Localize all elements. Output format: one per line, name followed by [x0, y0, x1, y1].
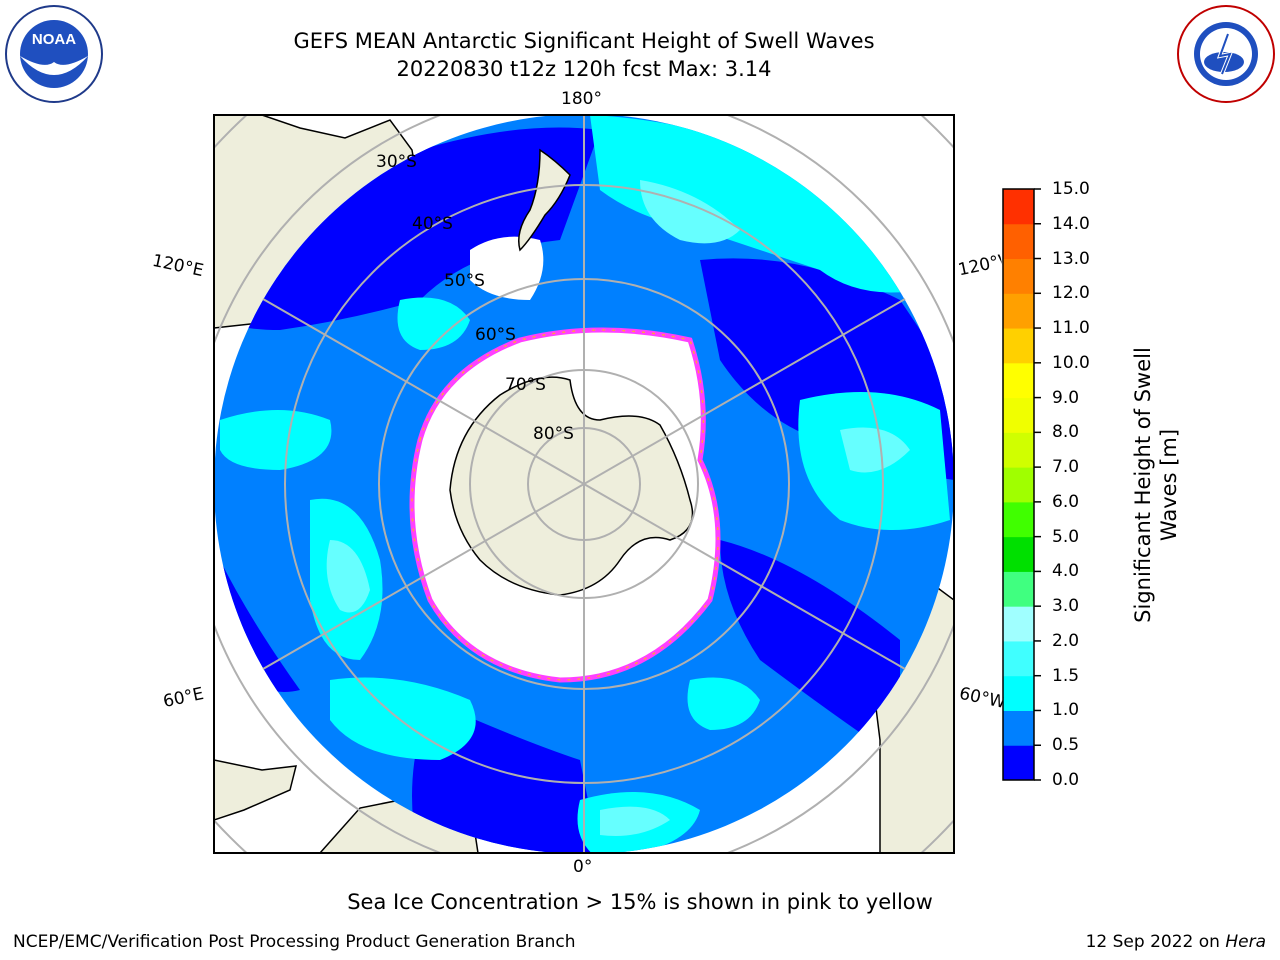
colorbar-tick-label: 7.0 — [1052, 457, 1080, 478]
colorbar — [1003, 188, 1041, 781]
sea-ice-note: Sea Ice Concentration > 15% is shown in … — [347, 890, 933, 914]
colorbar-tick-label: 5.0 — [1052, 526, 1080, 547]
colorbar-tick-label: 6.0 — [1052, 491, 1080, 512]
lat-label-30s: 30°S — [376, 152, 417, 172]
colorbar-band — [1003, 536, 1034, 572]
lat-label-40s: 40°S — [412, 214, 453, 234]
date-stamp: 12 Sep 2022 on Hera — [1086, 932, 1266, 952]
colorbar-tick-label: 12.0 — [1052, 283, 1090, 304]
colorbar-tick-label: 1.5 — [1052, 665, 1080, 686]
colorbar-tick-label: 11.0 — [1052, 318, 1090, 339]
colorbar-tick-label: 13.0 — [1052, 248, 1090, 269]
colorbar-band — [1003, 397, 1034, 433]
title-line-1: GEFS MEAN Antarctic Significant Height o… — [293, 29, 875, 53]
colorbar-band — [1003, 362, 1034, 399]
noaa-logo-text: NOAA — [32, 31, 76, 48]
colorbar-band — [1003, 467, 1034, 503]
colorbar-band — [1003, 189, 1034, 225]
noaa-logo-icon: NOAA — [5, 5, 103, 103]
colorbar-band — [1003, 432, 1034, 468]
colorbar-band — [1003, 293, 1034, 329]
credit-text: NCEP/EMC/Verification Post Processing Pr… — [13, 932, 576, 952]
colorbar-band — [1003, 258, 1034, 294]
colorbar-tick-label: 8.0 — [1052, 422, 1080, 443]
colorbar-band — [1003, 223, 1034, 260]
lon-label-top: 180° — [561, 89, 602, 109]
colorbar-tick-label: 14.0 — [1052, 213, 1090, 234]
colorbar-tick-label: 0.5 — [1052, 735, 1080, 756]
nws-logo-icon — [1177, 5, 1275, 103]
lon-label-bottom: 0° — [573, 857, 593, 877]
colorbar-band — [1003, 710, 1034, 746]
lat-label-70s: 70°S — [505, 375, 546, 395]
colorbar-tick-label: 0.0 — [1052, 770, 1080, 790]
colorbar-tick-label: 2.0 — [1052, 630, 1080, 651]
chart-title: GEFS MEAN Antarctic Significant Height o… — [184, 27, 984, 83]
lat-label-60s: 60°S — [475, 325, 516, 345]
colorbar-tick-label: 1.0 — [1052, 700, 1080, 721]
machine-name: Hera — [1225, 932, 1266, 952]
colorbar-band — [1003, 606, 1034, 642]
colorbar-band — [1003, 640, 1034, 677]
colorbar-band — [1003, 501, 1034, 538]
lat-label-50s: 50°S — [444, 271, 485, 291]
date-text: 12 Sep 2022 on — [1085, 932, 1220, 952]
colorbar-band — [1003, 675, 1034, 711]
new-zealand-landmass — [518, 148, 571, 252]
graticule — [214, 115, 954, 853]
lat-label-80s: 80°S — [533, 424, 574, 444]
colorbar-label: Significant Height of Swell Waves [m] — [1131, 347, 1181, 623]
colorbar-tick-label: 9.0 — [1052, 387, 1080, 408]
colorbar-frame — [1002, 188, 1035, 781]
colorbar-band — [1003, 745, 1034, 781]
colorbar-tick-label: 3.0 — [1052, 596, 1080, 617]
colorbar-tick-label: 10.0 — [1052, 352, 1090, 373]
colorbar-band — [1003, 328, 1034, 364]
title-line-2: 20220830 t12z 120h fcst Max: 3.14 — [396, 57, 772, 81]
map-frame — [213, 114, 955, 854]
colorbar-band — [1003, 571, 1034, 607]
colorbar-tick-label: 15.0 — [1052, 179, 1090, 199]
colorbar-tick-label: 4.0 — [1052, 561, 1080, 582]
